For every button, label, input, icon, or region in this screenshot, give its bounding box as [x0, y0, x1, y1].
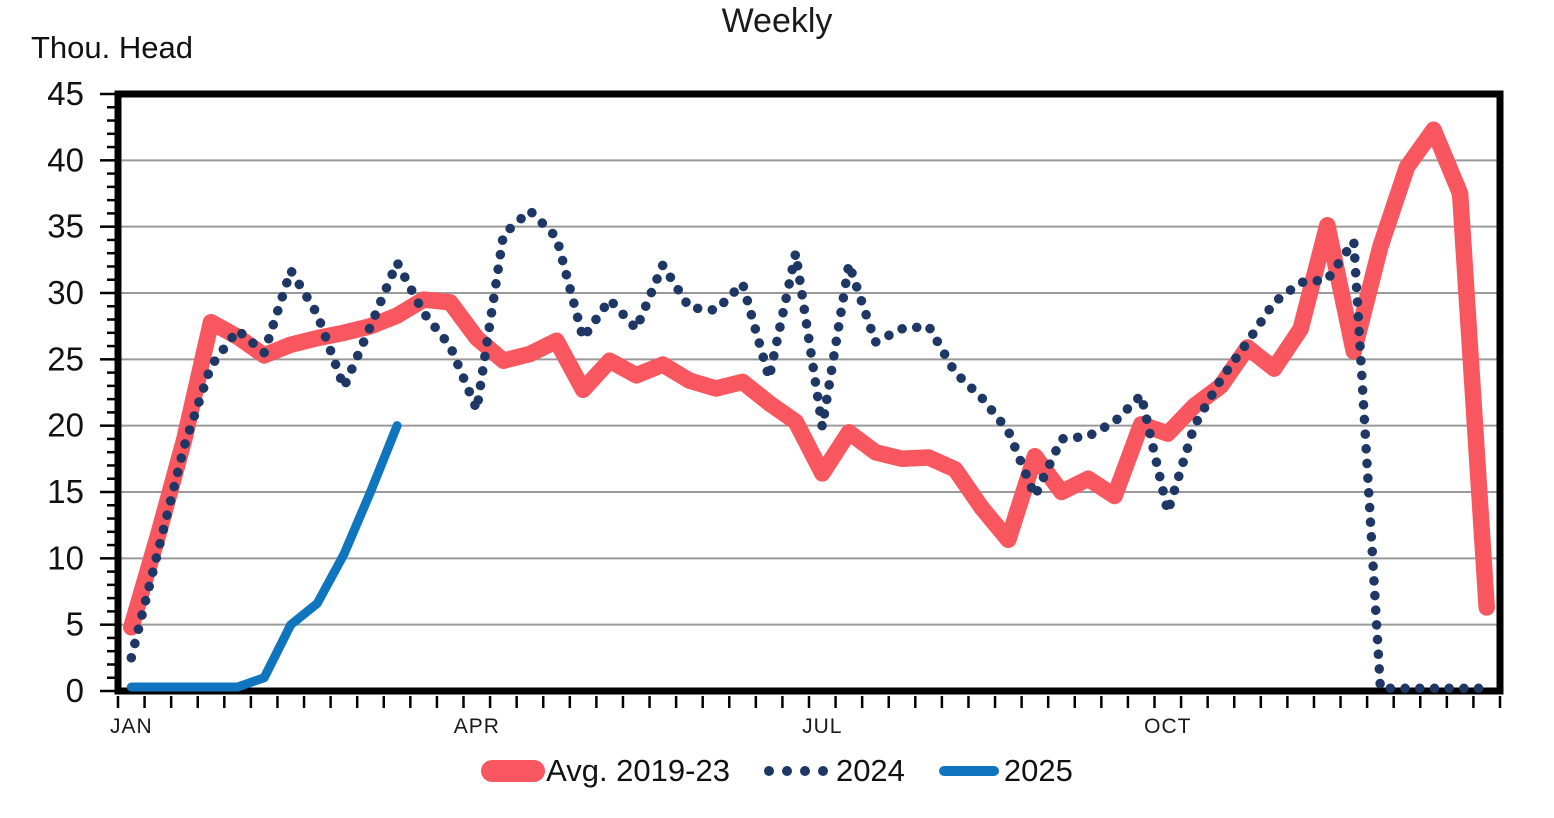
legend-item-2025: 2025 [938, 753, 1073, 789]
y-axis-label-20: 20 [47, 407, 84, 444]
chart-title: Weekly [721, 2, 833, 40]
x-axis-label-JAN: JAN [110, 715, 153, 738]
y-axis-label-30: 30 [47, 274, 84, 311]
x-axis-label-JUL: JUL [802, 715, 842, 738]
y-axis-label-40: 40 [47, 141, 84, 178]
y-axis-label-10: 10 [47, 539, 84, 576]
legend-swatch-2025 [938, 766, 999, 776]
legend-swatch-avg-2019-23 [481, 760, 546, 782]
series-line-2024 [126, 205, 1492, 694]
plot-border [114, 90, 1504, 695]
y-axis-label-35: 35 [47, 208, 84, 245]
y-axis-label-5: 5 [66, 606, 84, 643]
legend-item-2024: 2024 [763, 753, 905, 789]
legend-label-2025: 2025 [1003, 753, 1073, 788]
legend-swatch-2024 [763, 766, 828, 776]
series-line-avg-2019-23 [123, 121, 1495, 636]
legend-label-avg-2019-23: Avg. 2019-23 [546, 753, 730, 788]
x-axis-label-APR: APR [454, 715, 500, 738]
chart-legend: Avg. 2019-23 2024 2025 [0, 753, 1554, 789]
y-axis-label-25: 25 [47, 340, 84, 377]
y-axis-unit-label: Thou. Head [31, 30, 193, 65]
legend-item-avg-2019-23: Avg. 2019-23 [481, 753, 730, 789]
y-axis-label-15: 15 [47, 473, 84, 510]
y-axis-label-0: 0 [66, 672, 84, 709]
legend-label-2024: 2024 [835, 753, 905, 788]
x-axis-label-OCT: OCT [1144, 715, 1191, 738]
y-axis-label-45: 45 [47, 75, 84, 112]
series-line-2025 [126, 421, 402, 692]
